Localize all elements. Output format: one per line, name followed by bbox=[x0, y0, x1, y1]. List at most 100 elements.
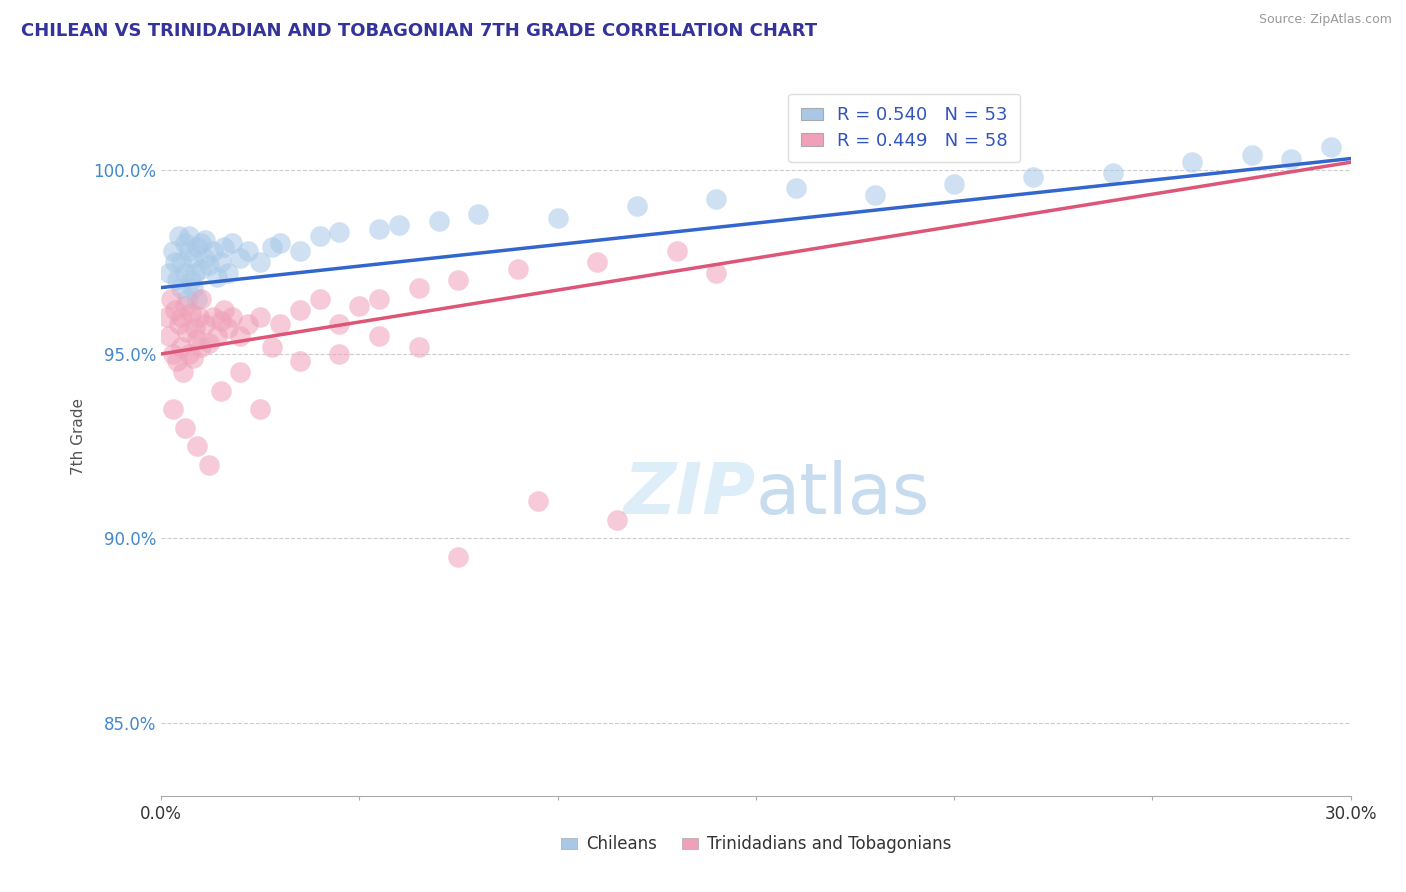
Text: CHILEAN VS TRINIDADIAN AND TOBAGONIAN 7TH GRADE CORRELATION CHART: CHILEAN VS TRINIDADIAN AND TOBAGONIAN 7T… bbox=[21, 22, 817, 40]
Point bbox=[221, 236, 243, 251]
Point bbox=[209, 384, 232, 398]
Point bbox=[1181, 155, 1204, 169]
Point bbox=[160, 292, 183, 306]
Point bbox=[186, 240, 208, 254]
Point bbox=[217, 321, 239, 335]
Point bbox=[467, 207, 489, 221]
Point bbox=[167, 318, 190, 332]
Point bbox=[214, 240, 236, 254]
Point bbox=[162, 402, 184, 417]
Point bbox=[943, 178, 966, 192]
Point bbox=[328, 225, 350, 239]
Point bbox=[170, 310, 193, 325]
Point bbox=[173, 266, 195, 280]
Point bbox=[186, 439, 208, 453]
Point bbox=[181, 351, 204, 365]
Point bbox=[262, 240, 284, 254]
Point bbox=[166, 273, 188, 287]
Point bbox=[1320, 140, 1343, 154]
Point bbox=[238, 244, 260, 258]
Point bbox=[506, 262, 529, 277]
Point bbox=[170, 255, 193, 269]
Point bbox=[177, 229, 200, 244]
Point bbox=[190, 292, 212, 306]
Legend: R = 0.540   N = 53, R = 0.449   N = 58: R = 0.540 N = 53, R = 0.449 N = 58 bbox=[789, 94, 1021, 162]
Point bbox=[163, 255, 186, 269]
Point bbox=[157, 328, 180, 343]
Point bbox=[249, 310, 271, 325]
Point bbox=[704, 192, 727, 206]
Point bbox=[328, 318, 350, 332]
Point bbox=[665, 244, 688, 258]
Point bbox=[177, 244, 200, 258]
Point bbox=[205, 269, 228, 284]
Point bbox=[863, 188, 886, 202]
Point bbox=[1279, 152, 1302, 166]
Point bbox=[1101, 166, 1123, 180]
Point bbox=[262, 340, 284, 354]
Point bbox=[349, 299, 371, 313]
Point bbox=[162, 347, 184, 361]
Point bbox=[328, 347, 350, 361]
Point bbox=[190, 340, 212, 354]
Point bbox=[197, 458, 219, 472]
Text: Source: ZipAtlas.com: Source: ZipAtlas.com bbox=[1258, 13, 1392, 27]
Point bbox=[166, 354, 188, 368]
Point bbox=[201, 244, 224, 258]
Point bbox=[368, 292, 391, 306]
Point bbox=[704, 266, 727, 280]
Point bbox=[269, 236, 291, 251]
Point bbox=[586, 255, 609, 269]
Point bbox=[177, 347, 200, 361]
Point bbox=[368, 328, 391, 343]
Point bbox=[172, 366, 194, 380]
Point bbox=[229, 328, 252, 343]
Point bbox=[197, 335, 219, 350]
Point bbox=[288, 354, 311, 368]
Point bbox=[190, 236, 212, 251]
Point bbox=[186, 332, 208, 346]
Point bbox=[181, 280, 204, 294]
Point bbox=[606, 513, 628, 527]
Point bbox=[180, 273, 202, 287]
Point bbox=[184, 321, 207, 335]
Point bbox=[157, 266, 180, 280]
Point bbox=[626, 199, 648, 213]
Point bbox=[427, 214, 450, 228]
Point bbox=[214, 302, 236, 317]
Point bbox=[209, 314, 232, 328]
Point bbox=[205, 328, 228, 343]
Point bbox=[173, 421, 195, 435]
Point bbox=[181, 251, 204, 265]
Point bbox=[547, 211, 569, 225]
Point bbox=[173, 299, 195, 313]
Point bbox=[156, 310, 179, 325]
Point bbox=[288, 302, 311, 317]
Point bbox=[176, 292, 198, 306]
Point bbox=[408, 340, 430, 354]
Point bbox=[184, 266, 207, 280]
Point bbox=[194, 251, 217, 265]
Point bbox=[288, 244, 311, 258]
Point bbox=[238, 318, 260, 332]
Point bbox=[173, 236, 195, 251]
Point bbox=[187, 310, 209, 325]
Point bbox=[269, 318, 291, 332]
Point bbox=[170, 280, 193, 294]
Point bbox=[190, 262, 212, 277]
Text: ZIP: ZIP bbox=[624, 460, 756, 529]
Point bbox=[229, 366, 252, 380]
Y-axis label: 7th Grade: 7th Grade bbox=[72, 399, 86, 475]
Point bbox=[170, 340, 193, 354]
Point bbox=[162, 244, 184, 258]
Point bbox=[163, 302, 186, 317]
Point bbox=[447, 273, 470, 287]
Text: atlas: atlas bbox=[756, 460, 931, 529]
Point bbox=[221, 310, 243, 325]
Point bbox=[308, 229, 330, 244]
Point bbox=[194, 233, 217, 247]
Point bbox=[308, 292, 330, 306]
Point bbox=[447, 549, 470, 564]
Point bbox=[526, 494, 548, 508]
Point bbox=[785, 181, 807, 195]
